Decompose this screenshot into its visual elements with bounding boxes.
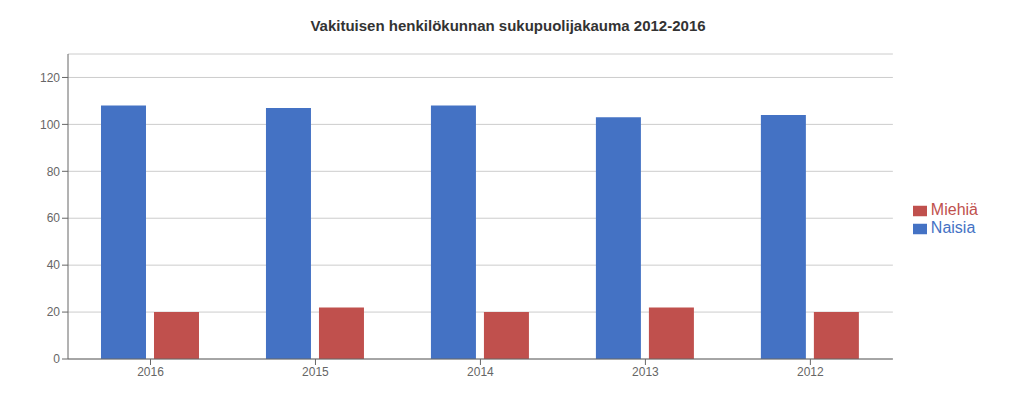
- svg-text:20: 20: [47, 305, 61, 319]
- svg-text:2014: 2014: [467, 365, 494, 379]
- html-text:Naisia: Naisia: [930, 219, 976, 236]
- html-text:Miehiä: Miehiä: [930, 201, 978, 218]
- svg-text:40: 40: [47, 258, 61, 272]
- svg-text:60: 60: [47, 211, 61, 225]
- svg-text:2012: 2012: [797, 365, 824, 379]
- svg-text:80: 80: [47, 165, 61, 179]
- svg-text:100: 100: [40, 118, 60, 132]
- svg-text:2015: 2015: [302, 365, 329, 379]
- html-text:Vakituisen henkilökunnan sukup: Vakituisen henkilökunnan sukupuolijakaum…: [310, 17, 706, 34]
- svg-text:2013: 2013: [632, 365, 659, 379]
- svg-text:2016: 2016: [137, 365, 164, 379]
- svg-text:120: 120: [40, 71, 60, 85]
- svg-text:0: 0: [53, 352, 60, 366]
